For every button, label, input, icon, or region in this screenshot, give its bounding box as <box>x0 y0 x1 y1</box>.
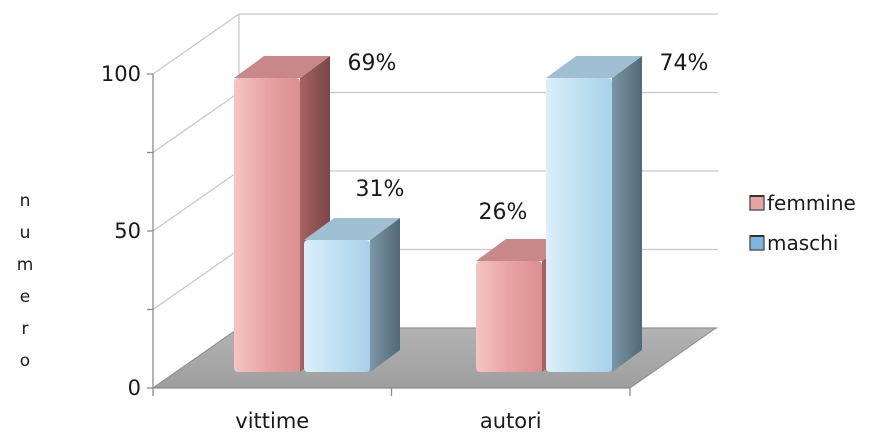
y-axis-title-char: n <box>20 191 31 211</box>
legend-swatch <box>749 195 765 211</box>
y-axis-title-char: r <box>22 319 29 339</box>
bar-front <box>476 261 542 372</box>
legend-swatch <box>749 235 765 251</box>
y-tick-label: 50 <box>114 219 141 243</box>
bar-top <box>546 56 642 78</box>
legend-item-maschi: maschi <box>749 231 838 255</box>
y-tick-label: 100 <box>101 62 141 86</box>
legend-label: maschi <box>767 231 838 255</box>
legend: femmine maschi <box>749 191 856 255</box>
y-axis-title-char: e <box>20 287 30 307</box>
bar-top <box>304 218 400 240</box>
bar-side <box>612 56 642 372</box>
data-label: 26% <box>479 200 528 225</box>
bar-top <box>234 56 330 78</box>
bar-front <box>234 78 300 372</box>
y-axis-title-char: m <box>17 255 34 275</box>
data-label: 74% <box>660 51 709 76</box>
data-label: 31% <box>356 177 405 202</box>
bars <box>234 56 642 372</box>
bar-maschi-vittime <box>304 218 400 372</box>
grid-diagonal <box>152 170 240 232</box>
x-tick-label: autori <box>480 409 542 433</box>
bar-front <box>546 78 612 372</box>
data-labels: 69% 31% 26% 74% <box>348 51 709 225</box>
y-axis-title-char: o <box>20 351 30 371</box>
grid-diagonal <box>152 13 240 75</box>
legend-label: femmine <box>767 191 856 215</box>
data-label: 69% <box>348 51 397 76</box>
grid-diagonal <box>152 248 240 311</box>
bar-maschi-autori <box>546 56 642 372</box>
x-axis: vittime autori <box>152 388 631 433</box>
bar-side <box>370 218 400 372</box>
y-tick-label: 0 <box>128 376 141 400</box>
bar-front <box>304 240 370 372</box>
legend-item-femmine: femmine <box>749 191 856 215</box>
y-axis: 0 50 100 <box>101 62 630 400</box>
y-axis-title-char: u <box>20 223 31 243</box>
x-tick-label: vittime <box>235 409 309 433</box>
grid-diagonal <box>152 91 240 154</box>
